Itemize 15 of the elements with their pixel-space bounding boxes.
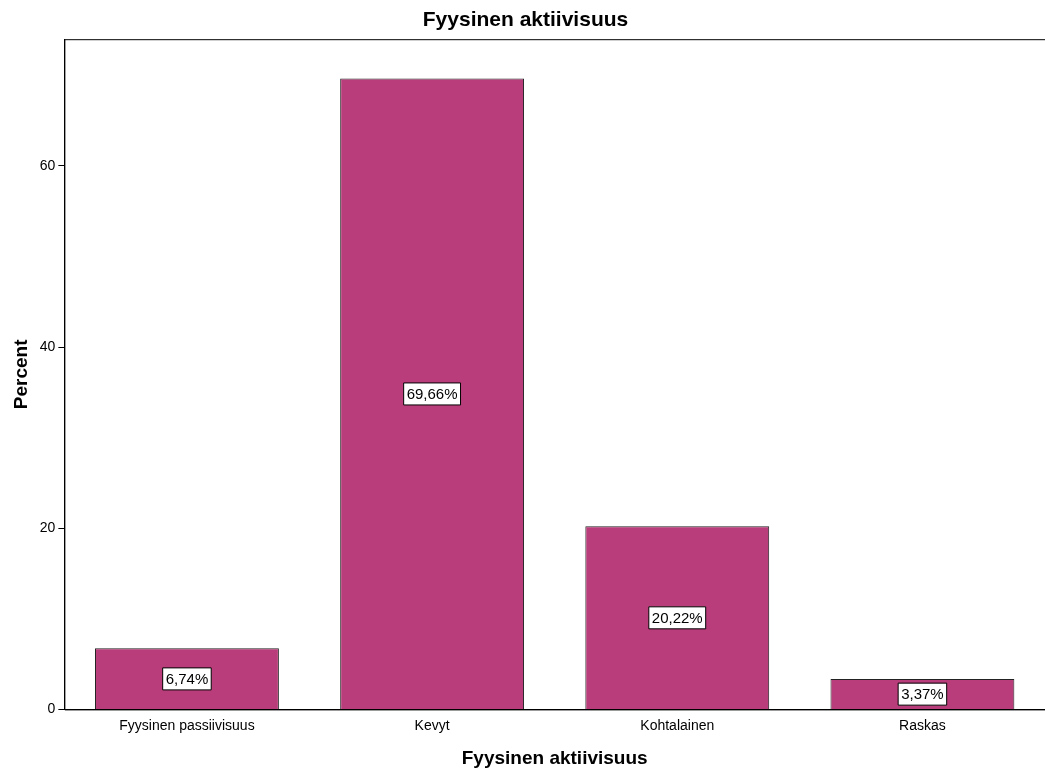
y-tick-label: 60 xyxy=(39,156,56,173)
y-tick-label: 40 xyxy=(39,337,56,354)
y-tick-label: 20 xyxy=(39,519,56,536)
x-tick-label: Kohtalainen xyxy=(640,716,715,733)
data-label: 3,37% xyxy=(901,685,944,703)
data-label: 6,74% xyxy=(165,670,209,688)
x-tick-label: Raskas xyxy=(899,716,946,733)
chart-title: Fyysinen aktiivisuus xyxy=(422,7,629,31)
y-axis-title: Percent xyxy=(9,338,31,410)
x-axis-title: Fyysinen aktiivisuus xyxy=(461,746,648,768)
x-tick-label: Fyysinen passiivisuus xyxy=(119,716,255,733)
data-label: 20,22% xyxy=(651,608,703,626)
data-label: 69,66% xyxy=(406,385,458,403)
y-tick-label: 0 xyxy=(47,700,56,717)
x-tick-label: Kevyt xyxy=(414,716,450,733)
